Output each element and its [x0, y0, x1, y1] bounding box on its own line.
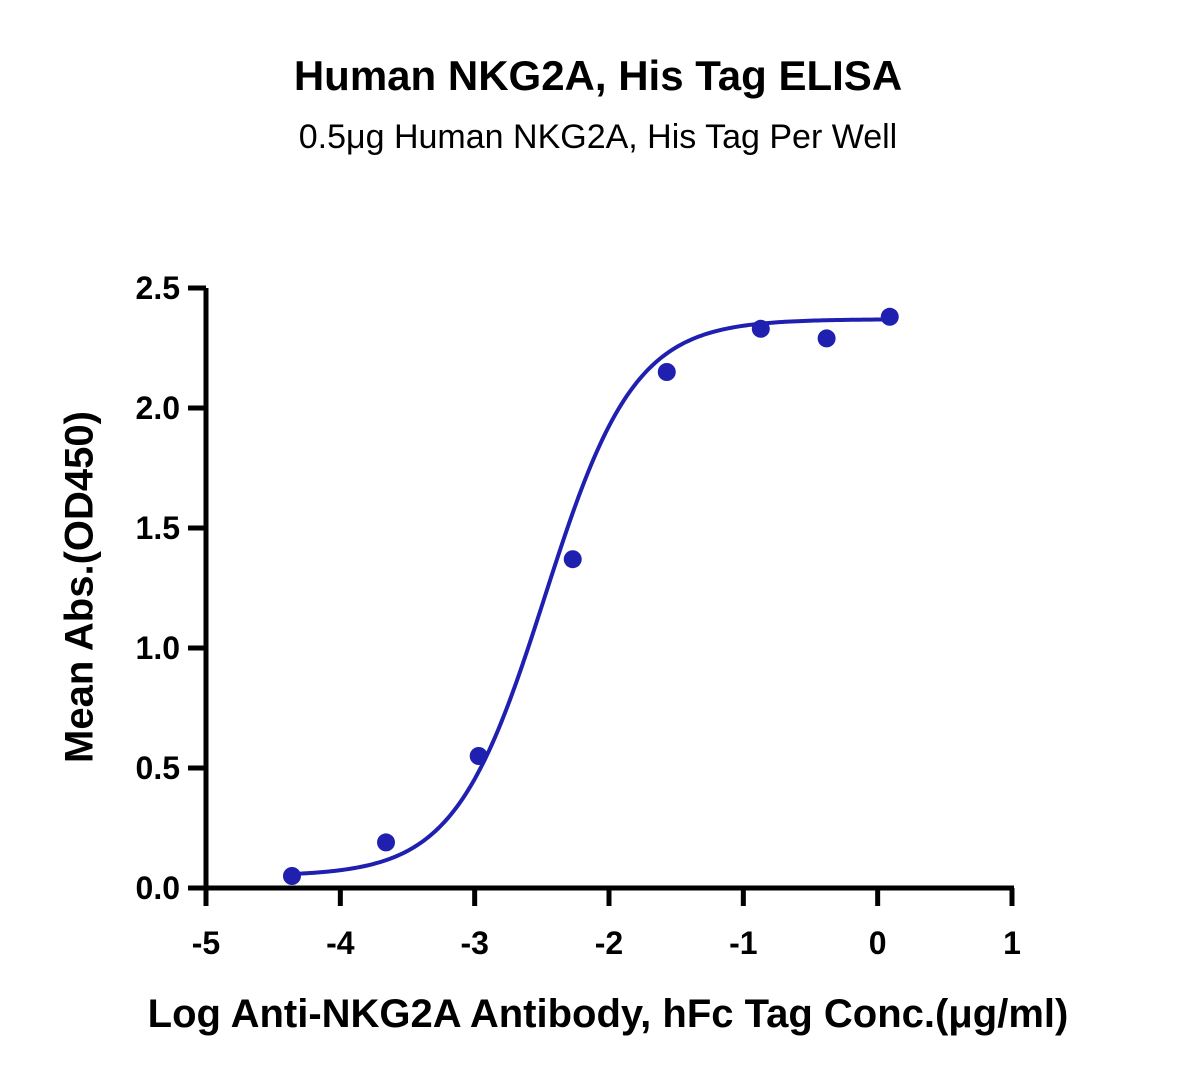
x-tick-label: -3: [460, 925, 488, 961]
y-tick-label: 0.0: [136, 870, 180, 906]
data-points-layer: [282, 307, 899, 885]
x-tick-label: -1: [729, 925, 757, 961]
data-point: [817, 329, 836, 348]
x-tick-label: -4: [326, 925, 355, 961]
x-tick-label: -2: [595, 925, 623, 961]
data-point: [282, 867, 301, 885]
data-point: [657, 363, 676, 381]
y-tick-label: 1.5: [136, 510, 180, 546]
data-point: [469, 747, 488, 765]
y-tick-label: 2.0: [136, 390, 180, 426]
y-tick-label: 0.5: [136, 750, 180, 786]
x-axis-label: Log Anti-NKG2A Antibody, hFc Tag Conc.(μ…: [147, 992, 1069, 1036]
data-point: [880, 307, 899, 326]
chart-title: Human NKG2A, His Tag ELISA: [293, 52, 903, 99]
x-tick-label: -5: [192, 925, 220, 961]
y-axis-label: Mean Abs.(OD450): [57, 411, 102, 763]
fit-curve-layer: [291, 317, 890, 876]
x-tick-label: 1: [1003, 925, 1021, 961]
axes: 0.0 0.5 1.0 1.5 2.0 2.5 -5 -4 -3 -2 -1 0 1: [136, 270, 1021, 961]
data-point: [563, 550, 582, 569]
x-tick-label: 0: [869, 925, 887, 961]
data-point: [377, 833, 396, 852]
y-tick-label: 2.5: [136, 270, 180, 306]
data-point: [751, 319, 770, 338]
fit-curve: [291, 317, 890, 876]
chart-subtitle: 0.5μg Human NKG2A, His Tag Per Well: [298, 118, 898, 156]
y-tick-label: 1.0: [136, 630, 180, 666]
